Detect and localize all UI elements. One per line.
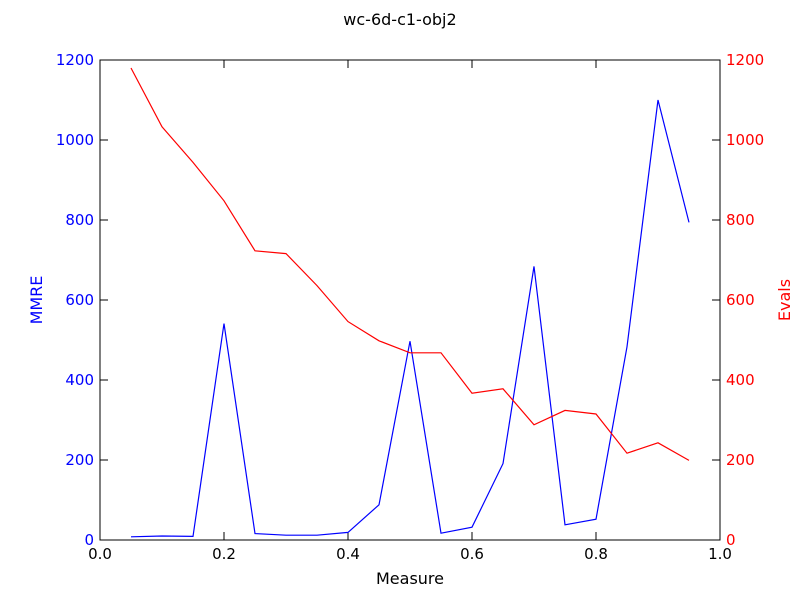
x-tick-label: 0.6 (460, 545, 484, 563)
left-y-tick-label: 600 (65, 291, 94, 309)
plot-frame (99, 59, 721, 541)
evals-series-line (130, 67, 690, 461)
chart-title: wc-6d-c1-obj2 (343, 10, 456, 29)
left-y-tick-label: 400 (65, 371, 94, 389)
right-y-axis-label: Evals (775, 279, 794, 321)
right-y-tick-label: 200 (726, 451, 755, 469)
right-y-tick-label: 1000 (726, 131, 764, 149)
left-y-tick-label: 1000 (56, 131, 94, 149)
x-tick-label: 1.0 (708, 545, 732, 563)
x-tick-label: 0.2 (212, 545, 236, 563)
left-y-tick-label: 800 (65, 211, 94, 229)
x-tick-label: 0.0 (88, 545, 112, 563)
x-tick-label: 0.8 (584, 545, 608, 563)
x-tick-label: 0.4 (336, 545, 360, 563)
left-y-tick-label: 200 (65, 451, 94, 469)
right-y-tick-label: 800 (726, 211, 755, 229)
left-y-tick-label: 1200 (56, 51, 94, 69)
left-y-axis: 0 200 400 600 800 1000 1200 (56, 51, 108, 549)
series-layer (130, 67, 690, 538)
right-y-tick-label: 0 (726, 531, 736, 549)
right-y-axis: 0 200 400 600 800 1000 1200 (712, 51, 764, 549)
right-y-tick-label: 600 (726, 291, 755, 309)
mmre-series-line (130, 99, 690, 538)
left-y-axis-label: MMRE (27, 276, 46, 325)
right-y-tick-label: 1200 (726, 51, 764, 69)
left-y-tick-label: 0 (84, 531, 94, 549)
x-axis-label: Measure (376, 569, 444, 588)
x-axis: 0.0 0.2 0.4 0.6 0.8 1.0 (88, 60, 732, 563)
right-y-tick-label: 400 (726, 371, 755, 389)
